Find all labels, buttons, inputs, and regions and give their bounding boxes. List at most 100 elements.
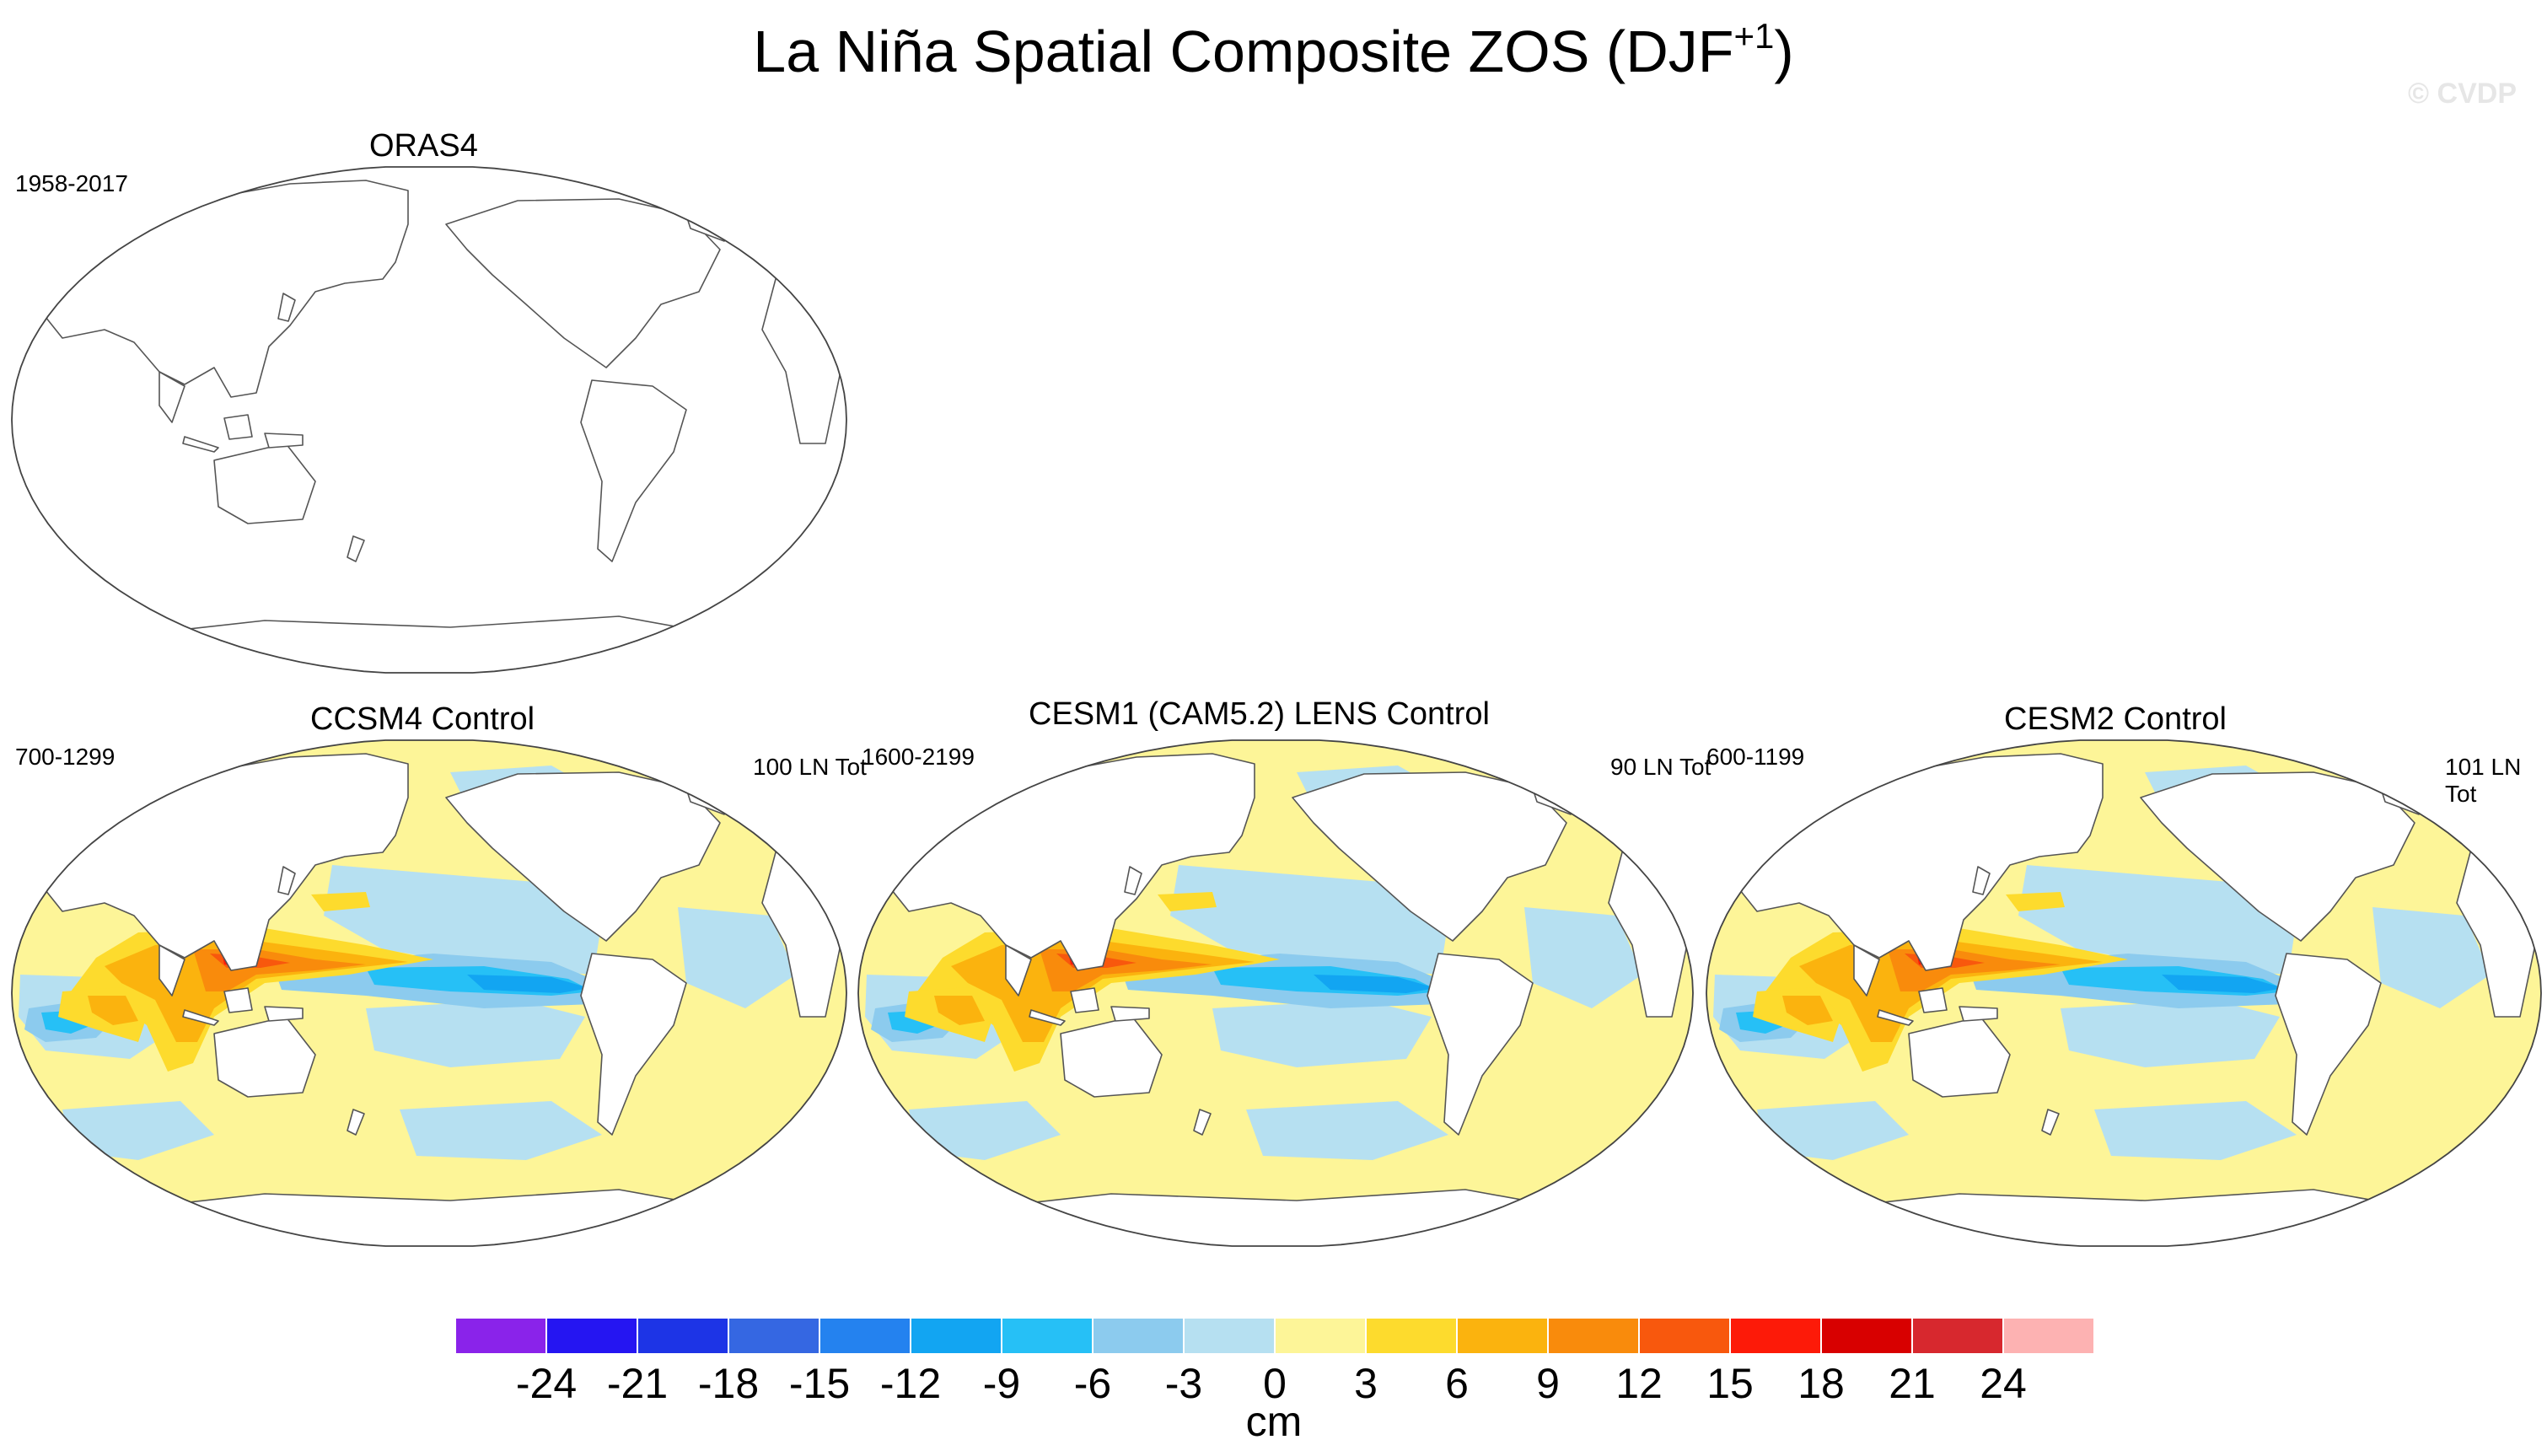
colorbar-box xyxy=(728,1318,819,1354)
landmass xyxy=(347,535,365,562)
landmass xyxy=(223,414,253,440)
colorbar xyxy=(455,1318,2094,1356)
anomaly-contour xyxy=(1524,907,1642,1008)
landmass xyxy=(1292,771,1567,942)
landmass xyxy=(1124,866,1142,895)
panel-count-ccsm4: 100 LN Tot xyxy=(753,754,867,780)
panel-years-cesm1: 1600-2199 xyxy=(862,744,975,770)
landmass xyxy=(347,1109,365,1136)
colorbar-box xyxy=(819,1318,911,1354)
landmass xyxy=(580,953,687,1136)
figure-title-superscript: +1 xyxy=(1733,16,1775,56)
landmass xyxy=(1427,953,1534,1136)
anomaly-contour xyxy=(1212,1000,1432,1067)
colorbar-tick-label: -12 xyxy=(879,1360,942,1407)
colorbar-box xyxy=(1093,1318,1184,1354)
colorbar-box xyxy=(1912,1318,2003,1354)
colorbar-tick-label: -3 xyxy=(1164,1360,1203,1407)
colorbar-box xyxy=(455,1318,546,1354)
map-outline xyxy=(1706,739,2542,1247)
landmass xyxy=(2275,953,2382,1136)
landmass xyxy=(1110,1006,1150,1022)
colorbar-box xyxy=(1457,1318,1548,1354)
anomaly-contour xyxy=(311,892,370,911)
colorbar-box xyxy=(911,1318,1002,1354)
anomaly-contour xyxy=(467,975,589,993)
anomaly-contour xyxy=(2006,892,2065,911)
colorbar-tick-label: 18 xyxy=(1797,1360,1845,1407)
colorbar-tick-label: 12 xyxy=(1615,1360,1663,1407)
colorbar-tick-label: 6 xyxy=(1445,1360,1469,1407)
colorbar-box xyxy=(546,1318,637,1354)
colorbar-tick-label: 24 xyxy=(1980,1360,2027,1407)
map-ccsm4 xyxy=(11,739,847,1247)
landmass xyxy=(1029,1009,1066,1026)
map-outline xyxy=(11,739,847,1247)
colorbar-tick-label: -24 xyxy=(515,1360,578,1407)
colorbar-tick-label: -15 xyxy=(788,1360,851,1407)
panel-years-ccsm4: 700-1299 xyxy=(15,744,116,770)
colorbar-tick-label: 9 xyxy=(1536,1360,1560,1407)
landmass xyxy=(277,866,296,895)
panel-years-cesm2: 600-1199 xyxy=(1706,744,1805,770)
colorbar-box xyxy=(1275,1318,1366,1354)
map-cesm1 xyxy=(857,739,1694,1247)
panel-years-oras4: 1958-2017 xyxy=(15,170,128,196)
landmass xyxy=(223,987,253,1013)
colorbar-tick-label: -21 xyxy=(606,1360,669,1407)
landmass xyxy=(277,293,296,322)
figure-title-text: La Niña Spatial Composite ZOS (DJF xyxy=(753,19,1734,84)
landmass xyxy=(1918,987,1948,1013)
landmass xyxy=(182,1009,219,1026)
landmass xyxy=(1959,1006,1998,1022)
colorbar-box xyxy=(1548,1318,1639,1354)
cvdp-watermark: © CVDP xyxy=(2408,78,2517,110)
figure-title-close: ) xyxy=(1774,19,1794,84)
panel-count-cesm1: 90 LN Tot xyxy=(1610,754,1711,780)
colorbar-box xyxy=(1821,1318,1912,1354)
anomaly-contour xyxy=(2094,1101,2297,1160)
landmass xyxy=(182,436,219,453)
anomaly-contour xyxy=(1782,996,1833,1025)
landmass xyxy=(445,198,721,368)
colorbar-tick-label: -18 xyxy=(697,1360,760,1407)
landmass xyxy=(159,944,185,997)
map-cesm2 xyxy=(1706,739,2542,1247)
anomaly-contour xyxy=(88,996,138,1025)
anomaly-contour xyxy=(678,907,796,1008)
colorbar-box xyxy=(1639,1318,1730,1354)
anomaly-contour xyxy=(909,1101,1061,1160)
anomaly-contour xyxy=(1314,975,1436,993)
panel-count-cesm2: 101 LN Tot xyxy=(2445,754,2522,807)
map-outline xyxy=(11,166,847,674)
map-outline xyxy=(857,739,1694,1247)
landmass xyxy=(1005,944,1032,997)
anomaly-contour xyxy=(1757,1101,1909,1160)
colorbar-tick-label: 15 xyxy=(1706,1360,1754,1407)
landmass xyxy=(1070,987,1099,1013)
anomaly-contour xyxy=(1158,892,1217,911)
panel-title-cesm1: CESM1 (CAM5.2) LENS Control xyxy=(1029,696,1490,732)
landmass xyxy=(1877,1009,1914,1026)
anomaly-contour xyxy=(2162,975,2284,993)
landmass xyxy=(159,371,185,423)
anomaly-contour xyxy=(2061,1000,2280,1067)
landmass xyxy=(445,771,721,942)
anomaly-contour xyxy=(366,1000,585,1067)
anomaly-contour xyxy=(324,865,602,975)
landmass xyxy=(2041,1109,2060,1136)
anomaly-contour xyxy=(2372,907,2491,1008)
landmass xyxy=(580,379,687,562)
landmass xyxy=(1853,944,1880,997)
anomaly-contour xyxy=(62,1101,214,1160)
colorbar-tick-label: -9 xyxy=(982,1360,1021,1407)
map-oras4 xyxy=(11,166,847,674)
anomaly-contour xyxy=(2018,865,2297,975)
colorbar-tick-label: -6 xyxy=(1073,1360,1112,1407)
landmass xyxy=(264,433,304,449)
landmass xyxy=(1193,1109,1212,1136)
panel-title-oras4: ORAS4 xyxy=(369,128,478,164)
colorbar-box xyxy=(2003,1318,2094,1354)
landmass xyxy=(1972,866,1991,895)
anomaly-contour xyxy=(934,996,985,1025)
